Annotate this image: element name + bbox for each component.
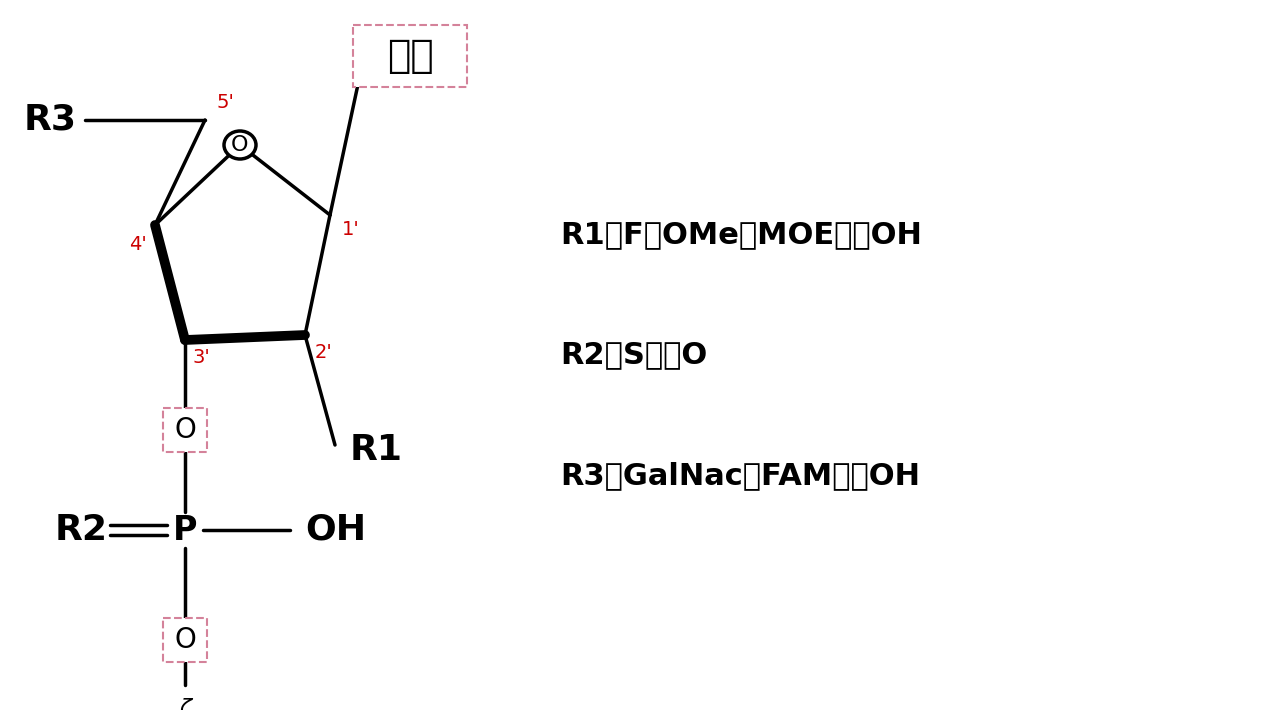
- Text: 2': 2': [315, 343, 333, 362]
- Text: 5': 5': [218, 93, 234, 112]
- Text: P: P: [173, 513, 197, 547]
- Text: 笹基: 笹基: [387, 37, 434, 75]
- Text: 4': 4': [129, 235, 147, 254]
- Text: R1: R1: [349, 433, 403, 467]
- Text: O: O: [174, 416, 196, 444]
- Text: O: O: [174, 626, 196, 654]
- Ellipse shape: [224, 131, 256, 159]
- Text: OH: OH: [305, 513, 366, 547]
- Text: R1：F、OMe或MOE取代OH: R1：F、OMe或MOE取代OH: [561, 220, 922, 248]
- Text: R2：S取代O: R2：S取代O: [561, 341, 708, 369]
- FancyBboxPatch shape: [163, 618, 207, 662]
- Text: R3：GalNac或FAM取代OH: R3：GalNac或FAM取代OH: [561, 462, 920, 490]
- Text: 3': 3': [193, 348, 211, 367]
- Text: ζ: ζ: [179, 698, 191, 710]
- Text: 1': 1': [342, 220, 360, 239]
- Text: O: O: [232, 135, 248, 155]
- Text: R3: R3: [24, 103, 77, 137]
- Text: R2: R2: [55, 513, 108, 547]
- FancyBboxPatch shape: [353, 25, 467, 87]
- FancyBboxPatch shape: [163, 408, 207, 452]
